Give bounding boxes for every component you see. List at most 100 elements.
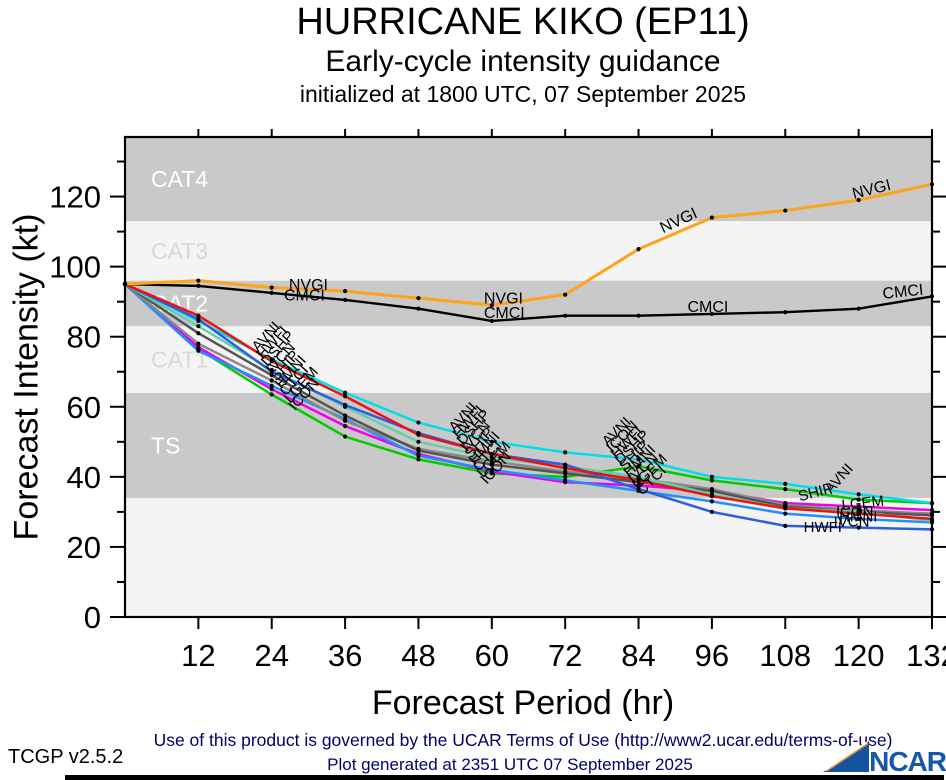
point-cmci-24 xyxy=(269,290,274,296)
band-cat4 xyxy=(125,137,932,222)
point-dshp-84 xyxy=(636,478,641,483)
plot-border xyxy=(123,135,934,619)
point-dshp-132 xyxy=(929,516,935,521)
point-ivcn-84 xyxy=(636,474,641,479)
series-ship xyxy=(124,283,933,517)
bottom-black-bar xyxy=(65,775,944,780)
point-icon-120 xyxy=(856,497,861,502)
x-tick-label: 72 xyxy=(548,638,582,673)
point-ctci-96 xyxy=(709,499,715,504)
point-nvgi-84 xyxy=(636,247,641,252)
point-ship-36 xyxy=(342,413,348,418)
point-dshp-24 xyxy=(269,359,274,364)
point-hwfi-24 xyxy=(269,369,274,374)
point-icon-36 xyxy=(342,434,348,439)
chart-subtitle: Early-cycle intensity guidance xyxy=(325,45,721,78)
series-cmci xyxy=(124,282,933,323)
tcgp-version-text: TCGP v2.5.2 xyxy=(8,746,124,768)
point-dshp-12 xyxy=(196,313,201,318)
x-tick-label: 24 xyxy=(254,638,288,673)
point-dshp-120 xyxy=(856,511,861,516)
point-ship-60 xyxy=(489,462,494,467)
x-tick-label: 132 xyxy=(906,638,946,673)
point-nvgi-60 xyxy=(489,303,494,308)
ucar-terms-text: Use of this product is governed by the U… xyxy=(153,730,893,750)
x-tick-label: 96 xyxy=(695,638,729,673)
point-avni-36 xyxy=(342,390,348,395)
point-lgem-120 xyxy=(856,504,861,509)
point-lgem-12 xyxy=(196,345,201,350)
point-lgem-24 xyxy=(269,387,274,392)
y-tick-label: 40 xyxy=(67,460,101,495)
point-dshp-96 xyxy=(709,494,715,499)
point-hwfi-72 xyxy=(563,462,568,467)
init-time-line: initialized at 1800 UTC, 07 September 20… xyxy=(299,81,747,107)
point-ship-12 xyxy=(196,331,201,336)
point-dshp-36 xyxy=(342,394,348,399)
series-nvgi xyxy=(124,182,933,307)
point-ctci-12 xyxy=(196,348,201,353)
series-ctci xyxy=(124,283,933,524)
point-avni-48 xyxy=(416,420,421,425)
point-hmni-60 xyxy=(489,458,494,464)
point-cmci-12 xyxy=(196,283,201,289)
point-dshp-60 xyxy=(489,451,494,457)
series-lgem xyxy=(124,283,933,512)
point-avni-108 xyxy=(783,481,788,486)
point-lgem-84 xyxy=(636,483,641,488)
point-nvgi-48 xyxy=(416,296,421,301)
model-label-ivcn: IVCN xyxy=(834,514,870,531)
point-nvgi-36 xyxy=(342,289,348,294)
point-cmci-96 xyxy=(709,311,715,317)
x-tick-label: 48 xyxy=(401,638,435,673)
point-avni-60 xyxy=(489,439,494,444)
point-hwfi-84 xyxy=(636,487,641,492)
x-tick-label: 60 xyxy=(475,638,509,673)
point-icon-24 xyxy=(269,392,274,397)
point-ship-48 xyxy=(416,448,421,453)
model-label-hmni: HMNI xyxy=(839,509,877,526)
series-hmni xyxy=(124,283,933,515)
y-tick-label: 120 xyxy=(49,180,101,215)
y-tick-label: 80 xyxy=(67,320,101,355)
point-cmci-120 xyxy=(856,306,861,311)
point-hwfi-12 xyxy=(196,317,201,322)
y-tick-label: 100 xyxy=(49,250,101,285)
point-ctci-24 xyxy=(269,383,274,388)
point-cmci-48 xyxy=(416,306,421,311)
point-icon-108 xyxy=(783,487,788,492)
point-nvgi-0 xyxy=(122,282,128,287)
plot-generated-text: Plot generated at 2351 UTC 07 September … xyxy=(327,755,693,774)
point-cmci-108 xyxy=(783,310,788,315)
point-hmni-36 xyxy=(342,418,348,423)
point-cmci-72 xyxy=(563,313,568,318)
point-hwfi-108 xyxy=(783,523,788,529)
chart-header: HURRICANE KIKO (EP11) Early-cycle intens… xyxy=(110,0,936,108)
point-hwfi-120 xyxy=(856,525,861,530)
point-ship-132 xyxy=(929,513,935,518)
point-ctci-72 xyxy=(563,478,568,483)
point-hwfi-132 xyxy=(929,527,935,532)
storm-title: HURRICANE KIKO (EP11) xyxy=(296,1,750,43)
band-label-cat4: CAT4 xyxy=(151,166,208,192)
point-lgem-132 xyxy=(929,508,935,513)
model-label-cmci: CMCI xyxy=(284,288,325,305)
point-nvgi-96 xyxy=(709,215,715,220)
point-avni-120 xyxy=(856,492,861,497)
series-hwfi xyxy=(124,283,933,531)
point-icon-96 xyxy=(709,478,715,483)
point-cmci-84 xyxy=(636,313,641,318)
y-tick-label: 60 xyxy=(67,390,101,425)
band-ts xyxy=(125,392,932,498)
ncar-logo-text: NCAR xyxy=(869,746,946,777)
point-ivcn-60 xyxy=(489,455,494,460)
point-nvgi-120 xyxy=(856,197,861,203)
x-tick-label: 120 xyxy=(833,638,885,673)
point-hwfi-36 xyxy=(342,402,348,408)
y-tick-label: 0 xyxy=(84,600,101,635)
point-lgem-36 xyxy=(342,423,348,429)
point-ivcn-12 xyxy=(196,324,201,329)
point-icon-48 xyxy=(416,457,421,462)
